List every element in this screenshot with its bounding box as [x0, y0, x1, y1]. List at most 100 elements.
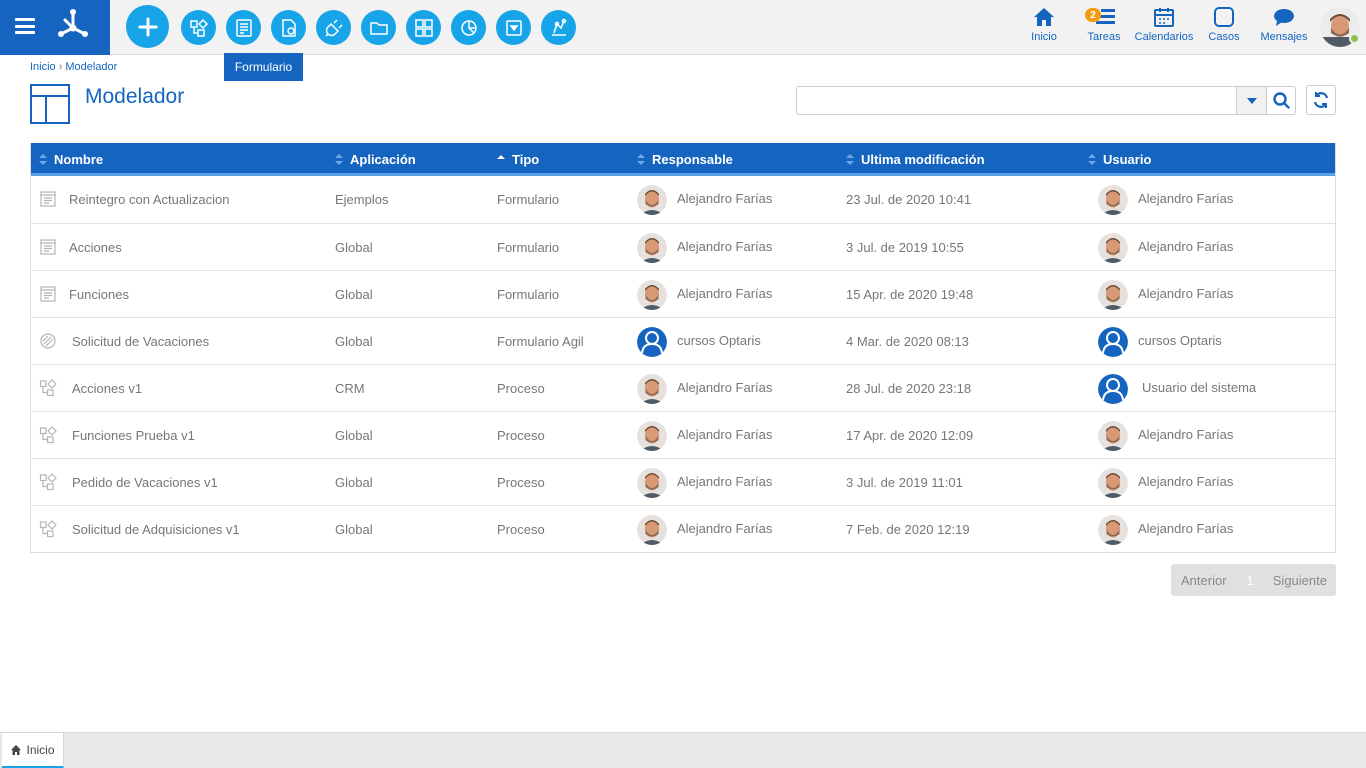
cell-responsable: Alejandro Farías: [637, 459, 772, 506]
nav-tareas-label: Tareas: [1087, 31, 1121, 43]
form-button[interactable]: [226, 10, 261, 45]
col-responsable-label: Responsable: [652, 152, 733, 167]
avatar: [637, 514, 667, 545]
avatar: [1098, 420, 1128, 451]
cell-nombre: Solicitud de Adquisiciones v1: [72, 522, 240, 537]
cell-nombre: Acciones: [69, 240, 122, 255]
breadcrumb-home[interactable]: Inicio: [30, 61, 56, 73]
nav-calendarios[interactable]: Calendarios: [1135, 6, 1193, 50]
tab-inicio-label: Inicio: [26, 742, 55, 757]
cell-modificacion: 3 Jul. de 2019 10:55: [846, 240, 964, 255]
table-row[interactable]: Acciones v1 CRM Proceso Alejandro Farías 28 …: [31, 364, 1335, 411]
usuario-name: Usuario del sistema: [1142, 379, 1257, 395]
responsable-name: Alejandro Farías: [677, 190, 773, 206]
calendar-icon: [1154, 8, 1174, 27]
usuario-name: Alejandro Farías: [1138, 426, 1234, 442]
col-usuario[interactable]: Usuario: [1088, 143, 1151, 176]
nav-mensajes[interactable]: Mensajes: [1260, 6, 1308, 50]
responsable-name: Alejandro Farías: [677, 473, 773, 489]
col-tipo[interactable]: Tipo: [497, 143, 539, 176]
tab-inicio[interactable]: Inicio: [2, 733, 64, 768]
chart-button[interactable]: [451, 10, 486, 45]
refresh-button[interactable]: [1306, 85, 1336, 115]
cell-modificacion: 7 Feb. de 2020 12:19: [846, 522, 970, 537]
datamodel-button[interactable]: [541, 10, 576, 45]
col-aplicacion[interactable]: Aplicación: [335, 143, 416, 176]
search-icon: [1272, 92, 1290, 109]
add-icon: [138, 17, 157, 36]
table-row[interactable]: Pedido de Vacaciones v1 Global Proceso Alej…: [31, 458, 1335, 505]
process-icon: [189, 18, 208, 37]
search-dropdown-button[interactable]: [1236, 86, 1267, 115]
form-icon: [40, 286, 56, 302]
search-input[interactable]: [796, 86, 1237, 115]
cell-tipo: Proceso: [497, 475, 545, 490]
tasks-icon: [1096, 9, 1115, 24]
hamburger-menu-icon[interactable]: [15, 18, 35, 34]
cell-usuario: cursos Optaris: [1098, 318, 1222, 365]
col-usuario-label: Usuario: [1103, 152, 1152, 167]
breadcrumb-current[interactable]: Modelador: [65, 61, 118, 73]
table-row[interactable]: Acciones Global Formulario Alejandro Farías…: [31, 223, 1335, 270]
grid-header: Nombre Aplicación Tipo Responsable Ultim…: [31, 143, 1335, 176]
cell-responsable: Alejandro Farías: [637, 176, 772, 223]
nav-casos-label: Casos: [1208, 31, 1240, 43]
page-title: Modelador: [85, 85, 185, 108]
sort-both-icon: [637, 154, 645, 165]
avatar: [1098, 514, 1128, 545]
process-button[interactable]: [181, 10, 216, 45]
cell-nombre: Acciones v1: [72, 381, 143, 396]
pager-next[interactable]: Siguiente: [1272, 572, 1327, 588]
table-row[interactable]: Reintegro con Actualizacion Ejemplos Formu…: [31, 176, 1335, 223]
sort-both-icon: [39, 154, 47, 165]
sort-both-icon: [335, 154, 343, 165]
avatar: [637, 373, 667, 404]
col-nombre[interactable]: Nombre: [39, 143, 103, 176]
avatar: [637, 232, 667, 263]
process-icon: [39, 520, 57, 538]
form-icon: [40, 191, 56, 207]
plug-button[interactable]: [316, 10, 351, 45]
nav-mensajes-label: Mensajes: [1260, 31, 1308, 43]
dashboard-icon: [414, 18, 433, 37]
query-button[interactable]: [496, 10, 531, 45]
agile-form-icon: [40, 333, 56, 349]
folder-button[interactable]: [361, 10, 396, 45]
top-bar: Inicio 2 Tareas Calendarios Casos Mensaj…: [0, 0, 1366, 55]
datamodel-icon: [551, 18, 566, 36]
nav-tareas[interactable]: 2 Tareas: [1084, 6, 1124, 50]
pager-prev[interactable]: Anterior: [1181, 572, 1227, 588]
modeler-icon: [30, 84, 70, 124]
cell-tipo: Formulario Agil: [497, 334, 584, 349]
avatar: [1098, 373, 1128, 404]
usuario-name: cursos Optaris: [1138, 332, 1222, 348]
avatar: [1098, 279, 1128, 310]
process-icon: [39, 426, 57, 444]
sort-both-icon: [846, 154, 854, 165]
home-icon: [1034, 8, 1054, 26]
table-row[interactable]: Funciones Global Formulario Alejandro Faría…: [31, 270, 1335, 317]
avatar: [1098, 232, 1128, 263]
responsable-name: Alejandro Farías: [677, 285, 773, 301]
settings-doc-button[interactable]: [271, 10, 306, 45]
usuario-name: Alejandro Farías: [1138, 473, 1234, 489]
cell-responsable: Alejandro Farías: [637, 506, 772, 553]
process-icon: [39, 473, 57, 491]
plug-icon: [324, 18, 343, 37]
table-row[interactable]: Solicitud de Vacaciones Global Formulario …: [31, 317, 1335, 364]
nav-inicio[interactable]: Inicio: [1029, 6, 1059, 50]
cell-tipo: Formulario: [497, 287, 560, 302]
nav-casos[interactable]: Casos: [1207, 6, 1241, 50]
form-icon: [40, 239, 56, 255]
table-row[interactable]: Funciones Prueba v1 Global Proceso Alejandr…: [31, 411, 1335, 458]
logo-icon[interactable]: [55, 8, 91, 44]
avatar: [1098, 326, 1128, 357]
pager-page[interactable]: 1: [1246, 572, 1254, 588]
table-row[interactable]: Solicitud de Adquisiciones v1 Global Proce…: [31, 505, 1335, 552]
add-button[interactable]: [126, 5, 169, 48]
settings-doc-icon: [281, 18, 296, 37]
search-button[interactable]: [1266, 86, 1296, 115]
col-responsable[interactable]: Responsable: [637, 143, 733, 176]
dashboard-button[interactable]: [406, 10, 441, 45]
col-modificacion[interactable]: Ultima modificación: [846, 143, 985, 176]
